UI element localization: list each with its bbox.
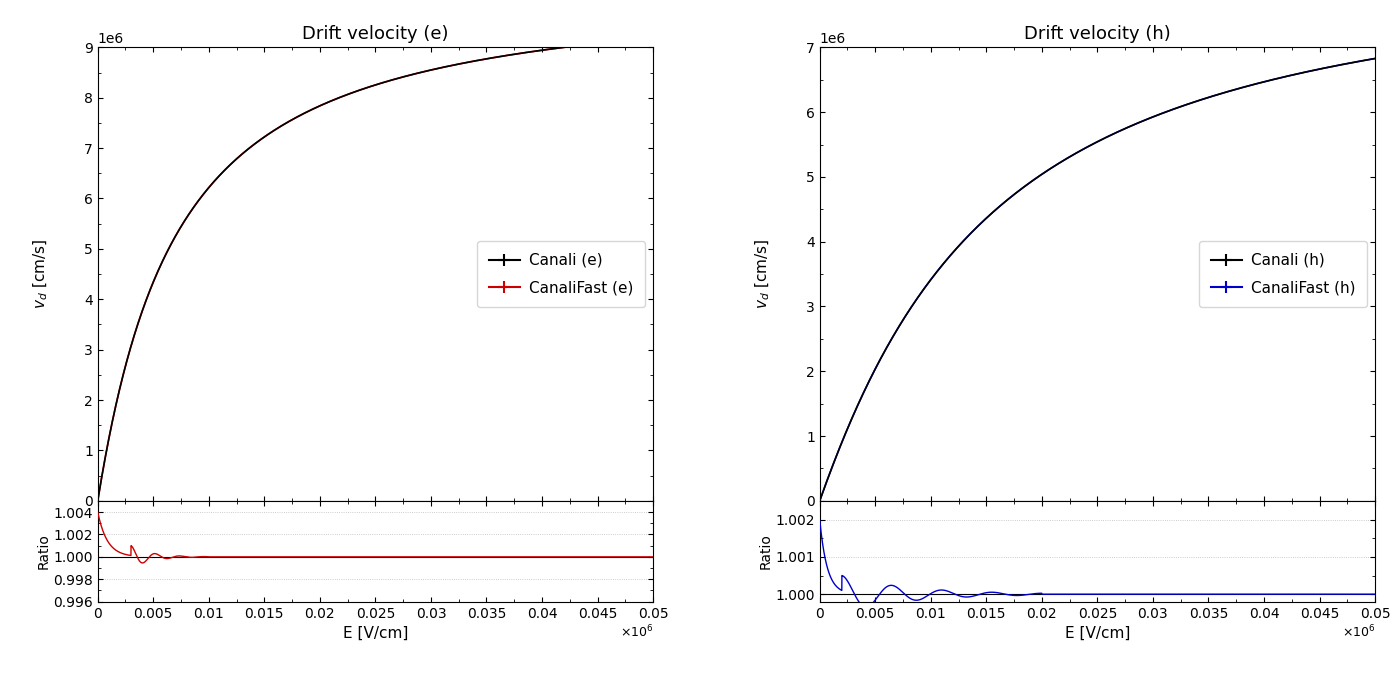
Y-axis label: $v_d$ [cm/s]: $v_d$ [cm/s]	[754, 239, 772, 309]
Text: $\times 10^6$: $\times 10^6$	[620, 624, 653, 640]
Y-axis label: Ratio: Ratio	[758, 533, 772, 569]
Legend: Canali (e), CanaliFast (e): Canali (e), CanaliFast (e)	[477, 241, 645, 308]
Text: $\times 10^6$: $\times 10^6$	[1342, 624, 1375, 640]
Title: Drift velocity (h): Drift velocity (h)	[1025, 25, 1171, 43]
Legend: Canali (h), CanaliFast (h): Canali (h), CanaliFast (h)	[1199, 241, 1368, 308]
Y-axis label: Ratio: Ratio	[36, 533, 50, 569]
X-axis label: E [V/cm]: E [V/cm]	[342, 626, 408, 641]
X-axis label: E [V/cm]: E [V/cm]	[1065, 626, 1131, 641]
Y-axis label: $v_d$ [cm/s]: $v_d$ [cm/s]	[32, 239, 50, 309]
Title: Drift velocity (e): Drift velocity (e)	[302, 25, 448, 43]
